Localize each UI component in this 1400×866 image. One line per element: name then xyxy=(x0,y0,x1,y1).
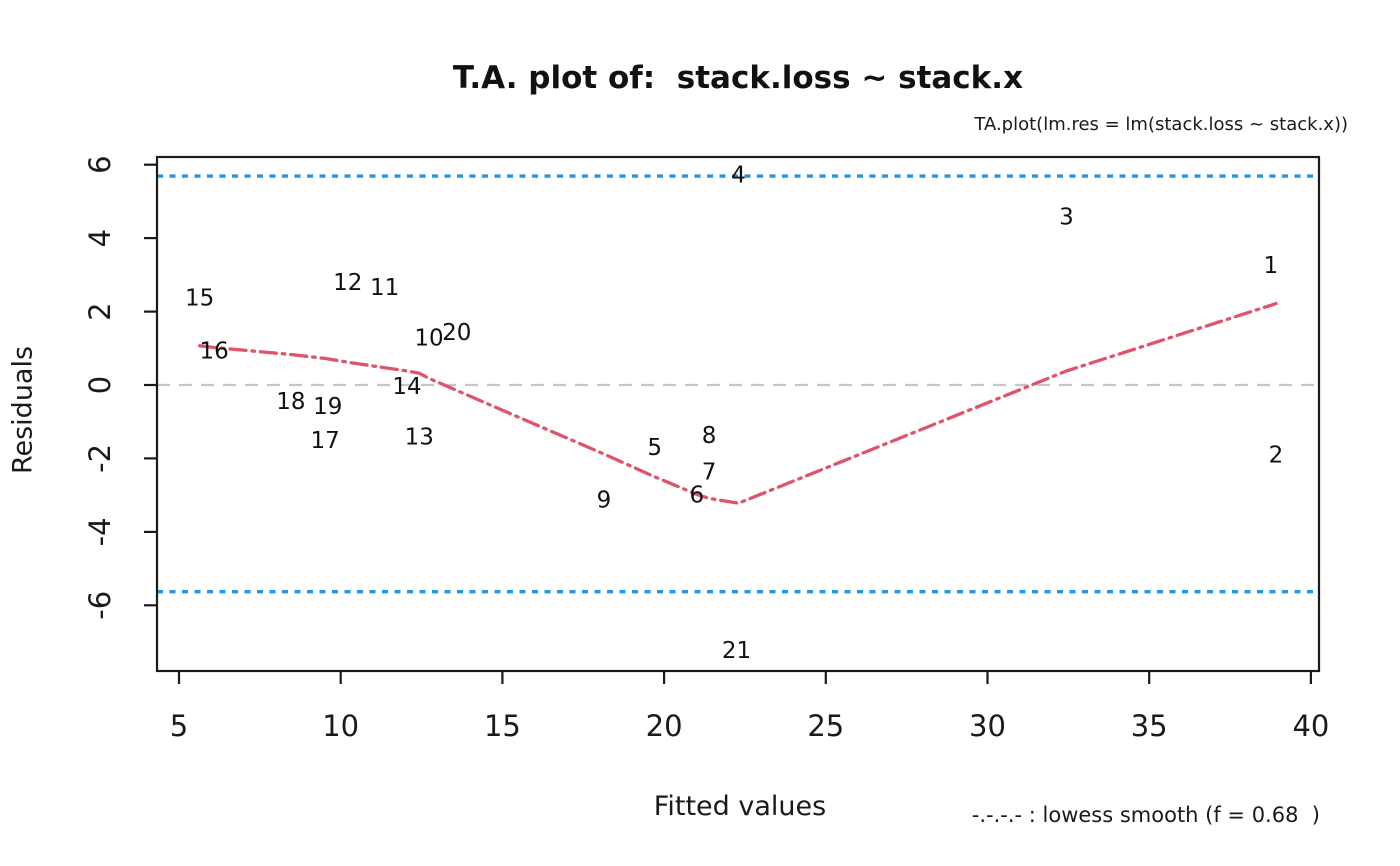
lowess-legend: -.-.-.- : lowess smooth (f = 0.68 ) xyxy=(971,803,1320,827)
point-label: 21 xyxy=(722,638,751,664)
point-label: 19 xyxy=(313,394,342,420)
point-label: 6 xyxy=(689,483,704,509)
plot-box xyxy=(155,155,1321,673)
point-label: 7 xyxy=(702,460,717,486)
y-tick-label: -4 xyxy=(83,517,117,546)
point-label: 4 xyxy=(731,163,746,189)
y-axis-title: Residuals xyxy=(7,345,39,475)
x-tick-label: 30 xyxy=(969,709,1006,743)
y-tick-label: 0 xyxy=(83,376,117,394)
point-label: 9 xyxy=(597,487,612,513)
point-label: 20 xyxy=(442,320,471,346)
x-tick-label: 20 xyxy=(646,709,683,743)
point-label: 17 xyxy=(311,428,340,454)
point-label: 8 xyxy=(702,423,717,449)
y-tick-label: -2 xyxy=(83,444,117,473)
point-label: 16 xyxy=(200,339,229,365)
y-tick-label: -6 xyxy=(83,591,117,620)
point-label: 12 xyxy=(333,270,362,296)
y-tick-label: 2 xyxy=(83,302,117,320)
point-label: 10 xyxy=(414,325,443,351)
point-label: 14 xyxy=(392,374,421,400)
plot-title: T.A. plot of: stack.loss ~ stack.x xyxy=(452,60,1024,96)
x-tick-label: 5 xyxy=(170,709,188,743)
point-label: 3 xyxy=(1059,205,1074,231)
point-label: 11 xyxy=(370,275,399,301)
point-label: 1 xyxy=(1263,253,1278,279)
x-tick-label: 25 xyxy=(807,709,844,743)
plot-call-subtitle: TA.plot(lm.res = lm(stack.loss ~ stack.x… xyxy=(974,114,1348,135)
y-tick-label: 6 xyxy=(83,155,117,173)
x-tick-label: 35 xyxy=(1131,709,1168,743)
y-tick-label: 4 xyxy=(83,229,117,247)
point-label: 15 xyxy=(185,285,214,311)
x-tick-label: 40 xyxy=(1292,709,1329,743)
point-label: 18 xyxy=(276,389,305,415)
x-tick-label: 15 xyxy=(484,709,521,743)
point-label: 2 xyxy=(1269,443,1284,469)
point-label: 5 xyxy=(647,435,662,461)
x-axis-title: Fitted values xyxy=(653,791,827,822)
lowess-curve xyxy=(198,301,1278,505)
x-tick-label: 10 xyxy=(322,709,359,743)
point-label: 13 xyxy=(405,425,434,451)
